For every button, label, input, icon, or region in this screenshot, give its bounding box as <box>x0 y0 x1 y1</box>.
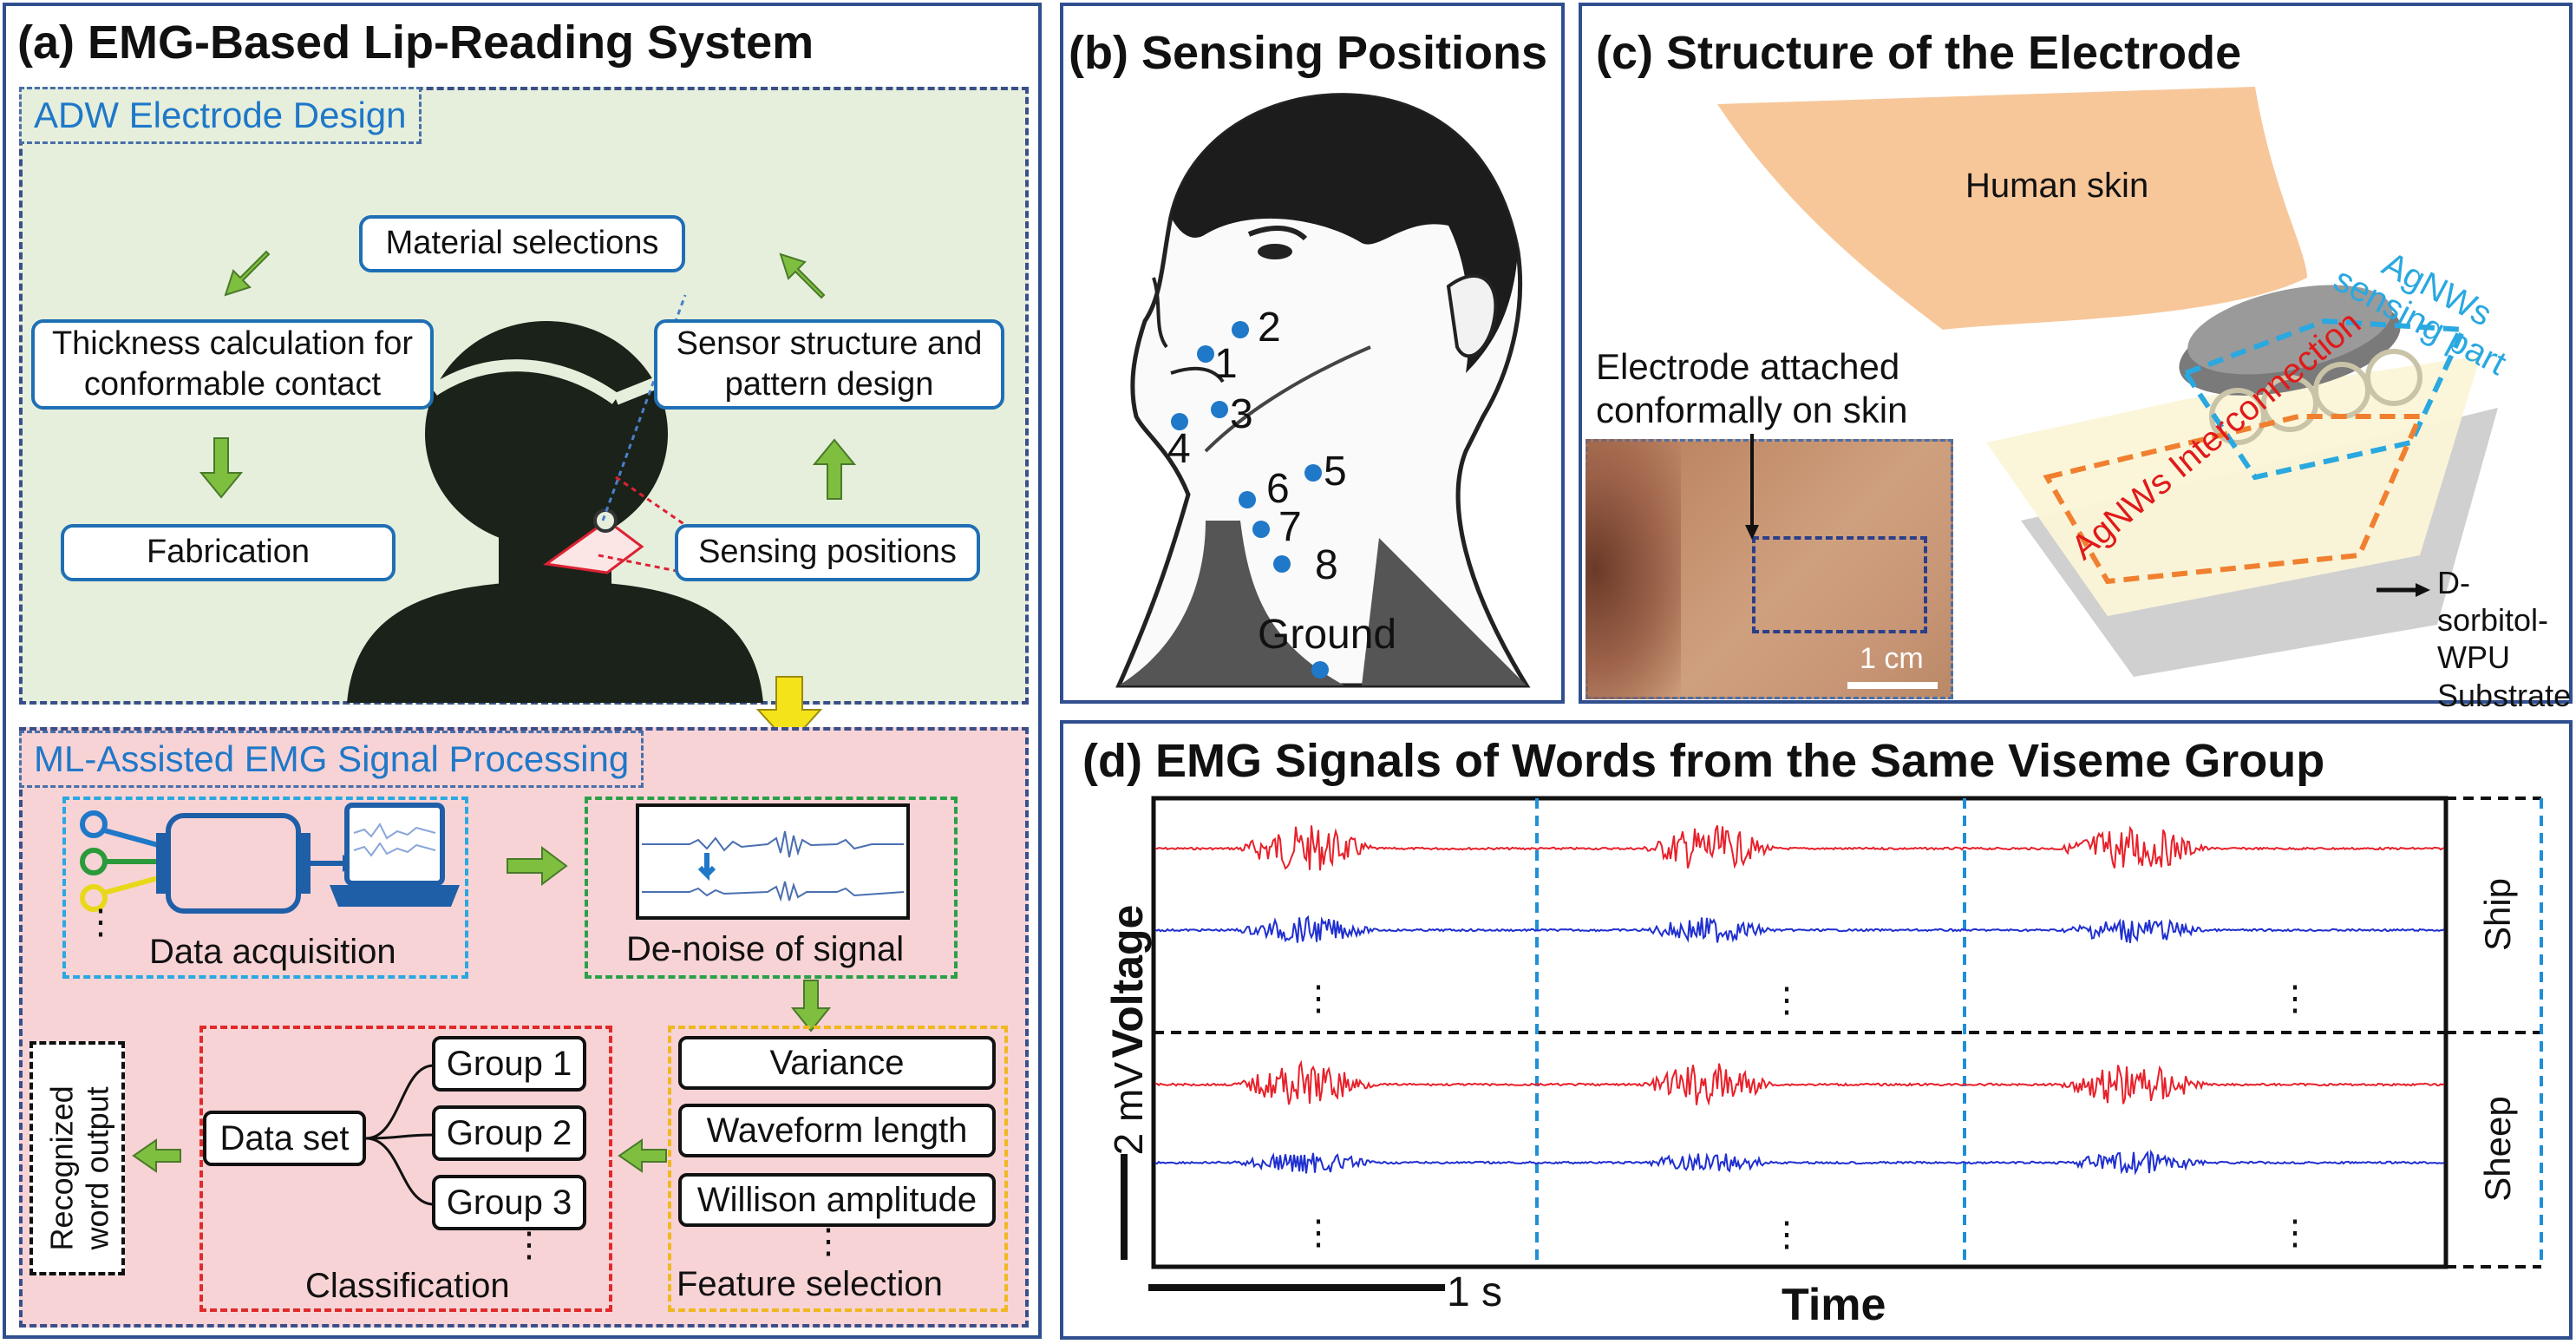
data-set-box: Data set <box>203 1111 366 1166</box>
ellipsis-sheep-3: ⋮ <box>2278 1214 2312 1252</box>
ellipsis-sheep-1: ⋮ <box>1301 1214 1336 1252</box>
position-label-7: 7 <box>1278 504 1302 550</box>
ellipsis-ship-3: ⋮ <box>2278 980 2312 1018</box>
sensing-dot-3 <box>1211 401 1228 418</box>
emg-trace-1 <box>1154 825 2445 871</box>
position-label-1: 1 <box>1214 341 1238 387</box>
position-label-6: 6 <box>1266 466 1290 512</box>
word-label-sheep: Sheep <box>2477 1096 2518 1202</box>
feature-willison-amplitude: Willison amplitude <box>678 1173 996 1227</box>
y-scale-label: 2 mV <box>1106 1061 1151 1156</box>
panel-d <box>1060 720 2573 1340</box>
sensing-dot-8 <box>1273 555 1291 573</box>
signal-plot-icon <box>636 803 910 920</box>
amplifier-icon <box>156 813 357 914</box>
green-arrow-icon <box>812 438 857 500</box>
position-label-2: 2 <box>1258 305 1281 351</box>
classification-box <box>199 1026 612 1312</box>
emg-signal-plot <box>1151 796 2543 1269</box>
x-axis-title: Time <box>1782 1280 1886 1330</box>
sensing-positions-box: Sensing positions <box>675 524 980 581</box>
panel-a-title: (a) EMG-Based Lip-Reading System <box>17 16 814 69</box>
sensing-dot-7 <box>1252 521 1270 538</box>
electrode-structure <box>1717 87 2498 677</box>
feature-selection-box <box>668 1026 1008 1312</box>
group-2-box: Group 2 <box>432 1105 586 1161</box>
sensor-structure-box: Sensor structure and pattern design <box>654 319 1004 410</box>
y-scale-bar <box>1121 1154 1128 1260</box>
acq-ellipsis: ⋮ <box>83 903 118 941</box>
green-arrow-icon <box>224 250 271 297</box>
thickness-box: Thickness calculation for conformable co… <box>31 319 434 410</box>
feature-waveform-length: Waveform length <box>678 1104 996 1157</box>
zoom-lines <box>598 294 687 574</box>
sensing-dot-1 <box>1197 345 1214 363</box>
output-label: Recognized word output <box>43 1085 115 1251</box>
position-label-4: 4 <box>1167 426 1191 472</box>
feature-ellipsis: ⋮ <box>811 1223 846 1261</box>
sensing-dot-4 <box>1171 413 1188 430</box>
design-tag: ADW Electrode Design <box>19 87 422 144</box>
tree-lines <box>365 1064 435 1206</box>
green-arrow-icon <box>507 846 568 886</box>
position-label-5: 5 <box>1324 449 1347 495</box>
panel-d-title: (d) EMG Signals of Words from the Same V… <box>1082 735 2325 787</box>
green-arrow-icon <box>132 1138 181 1173</box>
attached-label: Electrode attached conformally on skin <box>1596 346 1908 430</box>
electrode-region <box>1752 536 1927 633</box>
word-label-ship: Ship <box>2477 877 2518 952</box>
group-1-box: Group 1 <box>432 1036 586 1092</box>
x-scale-label: 1 s <box>1447 1269 1503 1315</box>
group-3-box: Group 3 <box>432 1175 586 1230</box>
green-arrow-icon <box>199 437 244 499</box>
fabrication-box: Fabrication <box>61 524 396 581</box>
emg-trace-3 <box>1155 1059 2445 1106</box>
green-arrow-icon <box>779 252 826 299</box>
ml-tag: ML-Assisted EMG Signal Processing <box>19 731 644 788</box>
position-label-8: 8 <box>1315 542 1338 588</box>
pointer-arrow-icon <box>1745 434 1759 540</box>
emg-trace-4 <box>1154 1149 2445 1176</box>
scale-label: 1 cm <box>1860 642 1924 675</box>
output-box <box>29 1041 125 1275</box>
feature-selection-label: Feature selection <box>677 1265 943 1303</box>
ellipsis-ship-2: ⋮ <box>1769 981 1804 1019</box>
x-scale-bar <box>1148 1284 1445 1291</box>
green-arrow-icon <box>618 1138 667 1173</box>
person-silhouette <box>347 321 763 703</box>
position-label-3: 3 <box>1230 391 1253 437</box>
y-axis-label: 2 mV Voltage <box>1102 900 1153 1160</box>
electrodes-icon <box>80 810 162 912</box>
substrate-label: D-sorbitol-WPU Substrate <box>2437 565 2572 713</box>
sensing-dot-6 <box>1239 491 1256 508</box>
material-selections-box: Material selections <box>359 215 685 272</box>
face-illustration <box>1115 93 1531 688</box>
denoise-box <box>585 797 958 979</box>
cheek-shading <box>1585 439 1681 699</box>
denoise-label: De-noise of signal <box>626 930 905 968</box>
scale-bar <box>1847 682 1938 689</box>
sensing-dot-5 <box>1304 464 1322 482</box>
y-axis-title: Voltage <box>1103 904 1152 1059</box>
sensing-dot-2 <box>1232 321 1249 338</box>
laptop-icon <box>330 803 460 907</box>
panel-c-title: (c) Structure of the Electrode <box>1596 27 2242 79</box>
panel-b-title: (b) Sensing Positions <box>1069 27 1548 79</box>
classification-label: Classification <box>305 1267 510 1305</box>
emg-trace-2 <box>1154 915 2445 944</box>
human-skin-label: Human skin <box>1965 167 2149 205</box>
group-ellipsis: ⋮ <box>512 1226 546 1264</box>
ellipsis-sheep-2: ⋮ <box>1769 1216 1804 1254</box>
data-acquisition-box <box>62 797 468 979</box>
sensing-dot-ground <box>1311 661 1329 679</box>
data-acquisition-label: Data acquisition <box>149 933 396 971</box>
ellipsis-ship-1: ⋮ <box>1301 980 1336 1018</box>
feature-variance: Variance <box>678 1036 996 1090</box>
ground-label: Ground <box>1258 612 1397 658</box>
green-arrow-icon <box>790 980 832 1033</box>
